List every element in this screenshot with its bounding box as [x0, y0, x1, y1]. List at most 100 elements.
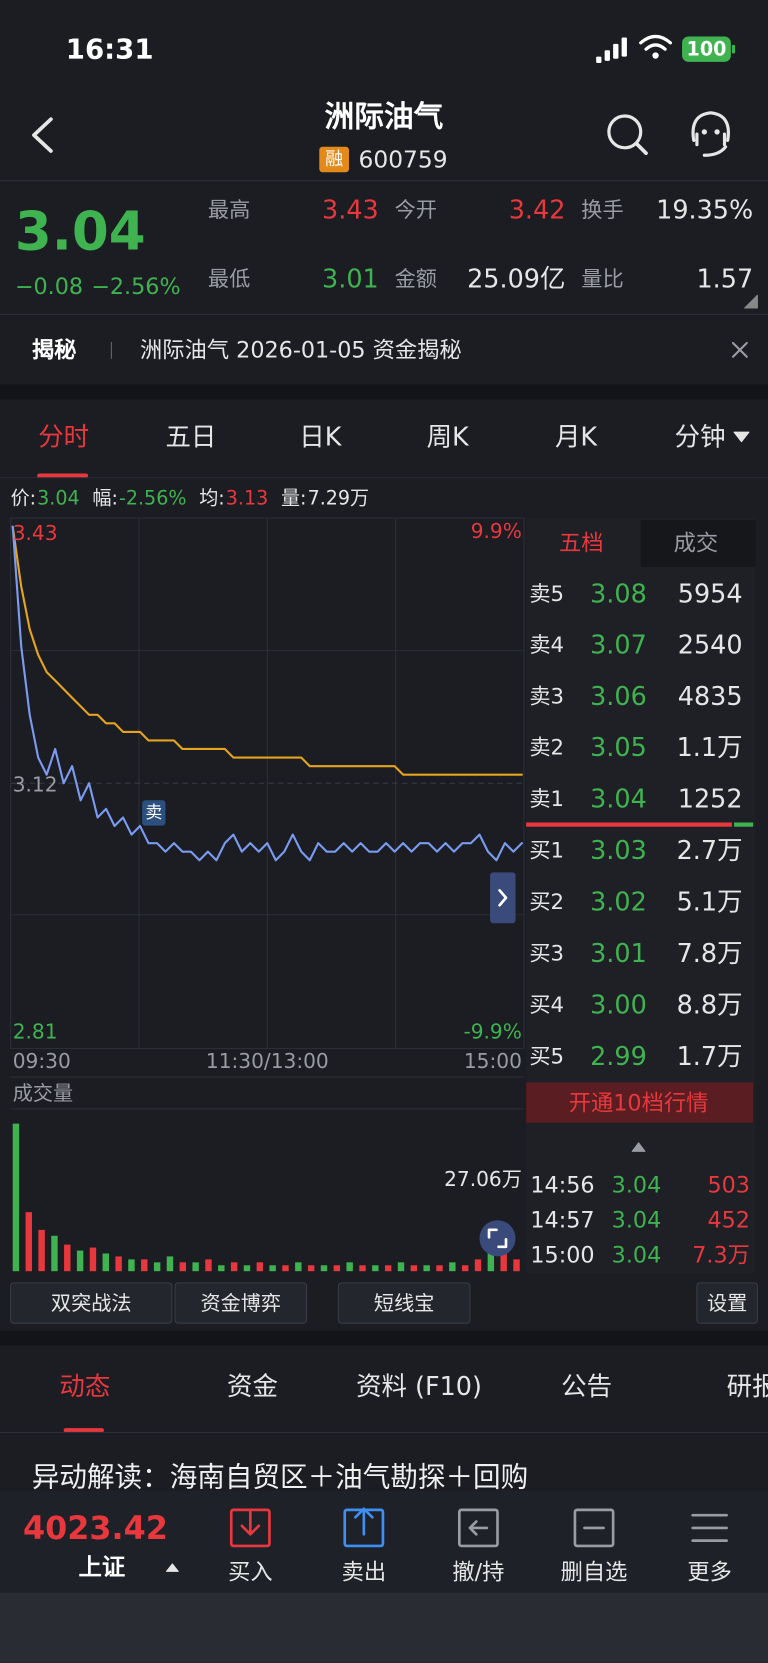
level-volume: 1252 [678, 784, 743, 814]
volume-bar [192, 1262, 199, 1272]
chart-tab[interactable]: 日K [299, 422, 342, 452]
volume-bar [25, 1212, 32, 1272]
level-volume: 2.7万 [677, 836, 743, 866]
level-label: 卖1 [529, 787, 564, 812]
tool-button[interactable]: 设置 [707, 1291, 747, 1315]
action-button[interactable]: 买入 [228, 1559, 273, 1585]
battery [682, 36, 731, 62]
stat-label: 量比 [581, 267, 623, 292]
volume-bar [500, 1253, 507, 1272]
info-tab[interactable]: 公告 [561, 1372, 612, 1402]
expand-arrow [498, 889, 508, 907]
action-button[interactable]: 撤/持 [452, 1559, 504, 1585]
avg-line [11, 525, 523, 776]
volume-bar [102, 1253, 109, 1272]
trade-time: 14:56 [530, 1172, 594, 1198]
x-label: 15:00 [464, 1049, 522, 1073]
last-price: 3.04 [15, 201, 146, 263]
tool-button[interactable]: 双突战法 [51, 1291, 132, 1315]
upgrade-button[interactable]: 开通10档行情 [569, 1091, 709, 1117]
search-button[interactable] [607, 114, 643, 150]
action-button[interactable]: 删自选 [561, 1559, 628, 1585]
news-headline[interactable]: 异动解读：海南自贸区＋油气勘探＋回购 [32, 1460, 528, 1493]
status-time: 16:31 [66, 33, 154, 66]
tab-bg [640, 520, 756, 567]
volume-bar [166, 1256, 174, 1272]
level-price: 2.99 [590, 1042, 647, 1072]
expand-button[interactable] [490, 872, 516, 924]
y-pct-label: 9.9% [471, 519, 522, 543]
stat-value: 3.01 [322, 264, 379, 294]
trade-time: 14:57 [530, 1207, 594, 1233]
y-label: 2.81 [13, 1019, 58, 1043]
tool-button-bg [696, 1282, 758, 1324]
level-volume: 7.8万 [677, 939, 743, 969]
stat-value: 3.42 [509, 195, 566, 225]
y-label: 3.12 [13, 772, 58, 796]
level-price: 3.02 [590, 888, 647, 918]
stat-label: 最低 [208, 267, 250, 292]
ratio-green [734, 822, 754, 827]
volume-bar [179, 1262, 187, 1272]
volume-bar [436, 1265, 443, 1272]
volume-label: 成交量 [13, 1081, 73, 1105]
volume-bar [76, 1250, 84, 1272]
trade-volume: 503 [707, 1172, 750, 1198]
tool-button-bg [174, 1282, 308, 1324]
trade-price: 3.04 [612, 1172, 662, 1198]
level-label: 买4 [529, 993, 564, 1018]
volume-bar [51, 1235, 58, 1272]
trade-volume: 7.3万 [692, 1242, 750, 1268]
chart-tab[interactable]: 分钟 [675, 422, 726, 452]
chart-tab[interactable]: 周K [427, 422, 470, 452]
level-volume: 5.1万 [677, 888, 743, 918]
service-button[interactable] [691, 111, 730, 157]
active-tab-underline [37, 473, 89, 478]
volume-bar [449, 1262, 456, 1272]
info-tab[interactable]: 研报 [727, 1372, 768, 1402]
info-value: 3.04 [37, 486, 79, 509]
volume-bar [12, 1123, 20, 1272]
level-volume: 4835 [678, 682, 743, 712]
chart-tab[interactable]: 月K [555, 422, 598, 452]
level-label: 卖5 [529, 582, 564, 607]
volume-bar [295, 1262, 302, 1272]
action-button[interactable]: 卖出 [342, 1559, 387, 1585]
tool-button-bg [337, 1282, 471, 1324]
level-volume: 8.8万 [677, 990, 743, 1020]
volume-bar [307, 1265, 315, 1272]
chart-tab[interactable]: 分时 [38, 422, 89, 452]
volume-bar [384, 1265, 392, 1272]
trade-volume: 452 [707, 1207, 750, 1233]
info-tab[interactable]: 动态 [59, 1372, 110, 1402]
action-icon [457, 1508, 499, 1548]
stat-label: 最高 [208, 198, 250, 223]
banner-close[interactable] [731, 341, 748, 358]
dropdown-caret [733, 431, 750, 443]
stock-code: 600759 [359, 146, 448, 174]
volume-bar [513, 1259, 520, 1272]
level-label: 卖3 [529, 684, 564, 709]
level-price: 3.01 [590, 939, 647, 969]
info-label: 均: [199, 486, 225, 509]
index-caret [166, 1563, 179, 1572]
info-tab[interactable]: 资金 [227, 1372, 278, 1402]
volume-bar [487, 1244, 495, 1272]
fullscreen-button[interactable] [479, 1220, 516, 1257]
signal-bar [604, 50, 610, 61]
info-tab[interactable]: 资料 (F10) [356, 1372, 482, 1402]
signal-bar [613, 43, 619, 59]
sell-marker: 卖 [145, 803, 162, 823]
chart-tab[interactable]: 五日 [165, 422, 216, 452]
battery-cap [731, 44, 736, 54]
level-volume: 2540 [678, 631, 743, 661]
back-button[interactable] [32, 117, 53, 153]
orderbook-tab[interactable]: 五档 [559, 531, 604, 557]
tool-button[interactable]: 资金博弈 [201, 1291, 282, 1315]
tool-button[interactable]: 短线宝 [374, 1291, 434, 1315]
x-label: 09:30 [13, 1049, 71, 1073]
volume-bar [333, 1265, 341, 1272]
volume-bar [372, 1265, 379, 1272]
action-button[interactable]: 更多 [687, 1559, 732, 1585]
orderbook-tab[interactable]: 成交 [674, 531, 719, 557]
